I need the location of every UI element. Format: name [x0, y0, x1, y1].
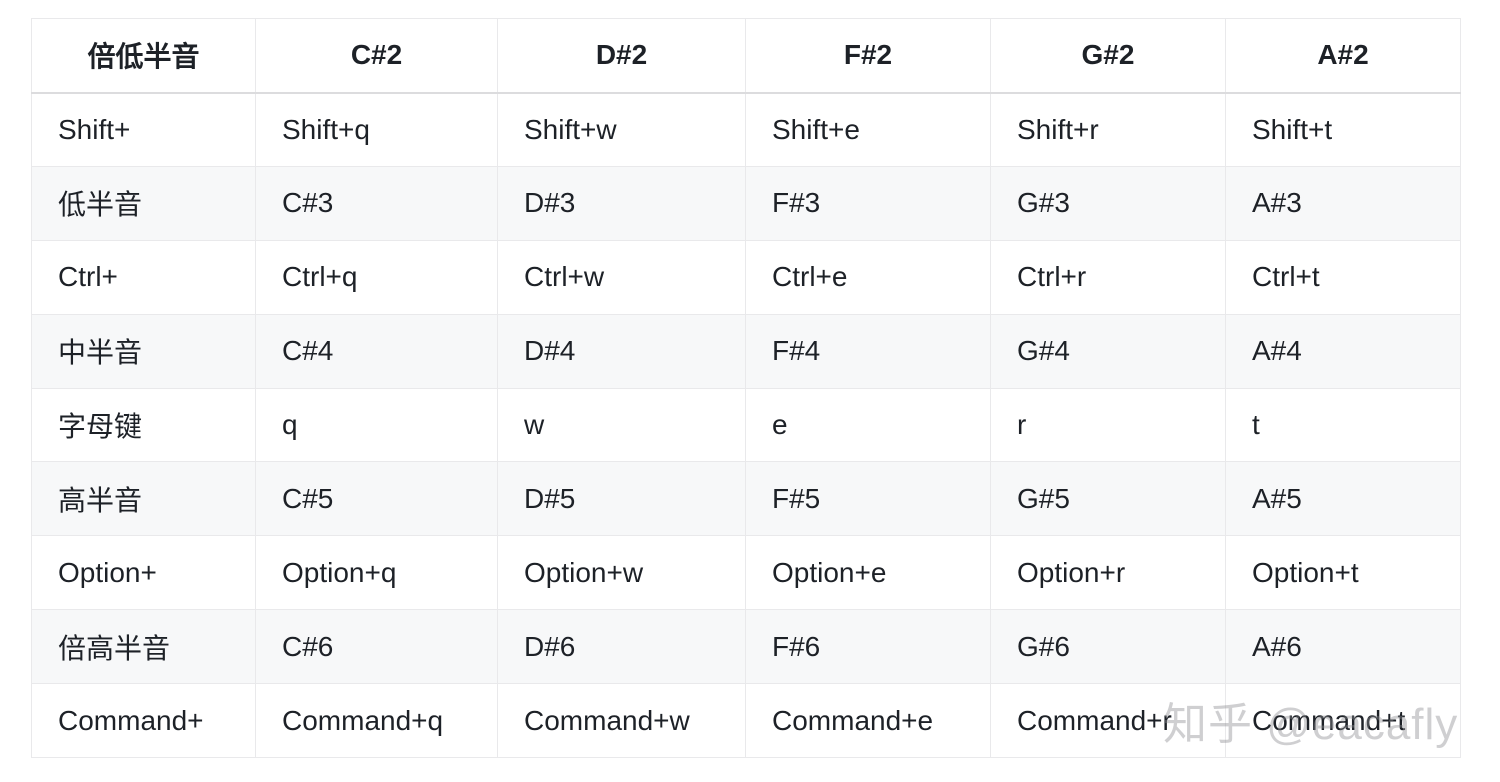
table-cell: D#6: [497, 609, 746, 685]
table-cell: Command+: [31, 683, 256, 759]
table-cell: Ctrl+r: [990, 239, 1226, 315]
table-cell: Ctrl+e: [745, 239, 991, 315]
table-cell: G#6: [990, 609, 1226, 685]
table-cell: t: [1225, 387, 1461, 463]
table-cell: Command+e: [745, 683, 991, 759]
table-cell: A#4: [1225, 313, 1461, 389]
table-cell: Ctrl+t: [1225, 239, 1461, 315]
table-row: Option+ Option+q Option+w Option+e Option+r O…: [31, 535, 1461, 611]
table-cell: A#6: [1225, 609, 1461, 685]
table-cell: w: [497, 387, 746, 463]
table-cell: 高半音: [31, 461, 256, 537]
table-cell: Option+r: [990, 535, 1226, 611]
table-cell: 字母键: [31, 387, 256, 463]
table-header-row: 倍低半音 C#2 D#2 F#2 G#2 A#2: [31, 18, 1461, 94]
table-row: 高半音 C#5 D#5 F#5 G#5 A#5: [31, 461, 1461, 537]
header-row: 倍低半音 C#2 D#2 F#2 G#2 A#2: [31, 18, 1461, 94]
table-cell: Shift+: [31, 92, 256, 167]
table-cell: Option+: [31, 535, 256, 611]
table-cell: 低半音: [31, 165, 256, 241]
column-header: C#2: [255, 18, 498, 94]
table-cell: Shift+r: [990, 92, 1226, 167]
table-cell: Shift+t: [1225, 92, 1461, 167]
table-cell: r: [990, 387, 1226, 463]
table-cell: F#5: [745, 461, 991, 537]
table-cell: Command+w: [497, 683, 746, 759]
table-row: 字母键 q w e r t: [31, 387, 1461, 463]
table-row: 中半音 C#4 D#4 F#4 G#4 A#4: [31, 313, 1461, 389]
table-cell: Option+t: [1225, 535, 1461, 611]
table-cell: F#4: [745, 313, 991, 389]
table-cell: Option+q: [255, 535, 498, 611]
table-body: Shift+ Shift+q Shift+w Shift+e Shift+r Shift+…: [31, 92, 1461, 759]
table-cell: C#3: [255, 165, 498, 241]
table-cell: D#4: [497, 313, 746, 389]
table-cell: Shift+q: [255, 92, 498, 167]
table-cell: C#6: [255, 609, 498, 685]
table-row: Shift+ Shift+q Shift+w Shift+e Shift+r Shift+…: [31, 92, 1461, 167]
table-cell: 中半音: [31, 313, 256, 389]
column-header: 倍低半音: [31, 18, 256, 94]
table-cell: C#5: [255, 461, 498, 537]
column-header: G#2: [990, 18, 1226, 94]
table-cell: D#5: [497, 461, 746, 537]
table-cell: C#4: [255, 313, 498, 389]
table-cell: D#3: [497, 165, 746, 241]
table-cell: F#6: [745, 609, 991, 685]
table-cell: e: [745, 387, 991, 463]
table-cell: Shift+e: [745, 92, 991, 167]
table-row: Command+ Command+q Command+w Command+e Comma…: [31, 683, 1461, 759]
table-cell: F#3: [745, 165, 991, 241]
table-cell: q: [255, 387, 498, 463]
column-header: A#2: [1225, 18, 1461, 94]
table-cell: Ctrl+: [31, 239, 256, 315]
table-cell: A#3: [1225, 165, 1461, 241]
column-header: D#2: [497, 18, 746, 94]
table-cell: 倍高半音: [31, 609, 256, 685]
table-cell: Option+w: [497, 535, 746, 611]
table-cell: Shift+w: [497, 92, 746, 167]
table-cell: G#3: [990, 165, 1226, 241]
shortcut-table: 倍低半音 C#2 D#2 F#2 G#2 A#2 Shift+ Shift+q Shift+w…: [31, 18, 1461, 759]
column-header: F#2: [745, 18, 991, 94]
table-cell: Option+e: [745, 535, 991, 611]
table-row: 倍高半音 C#6 D#6 F#6 G#6 A#6: [31, 609, 1461, 685]
table-row: 低半音 C#3 D#3 F#3 G#3 A#3: [31, 165, 1461, 241]
table-cell: Ctrl+q: [255, 239, 498, 315]
table-cell: G#5: [990, 461, 1226, 537]
table-cell: Command+r: [990, 683, 1226, 759]
table-cell: Ctrl+w: [497, 239, 746, 315]
shortcut-table-container: 倍低半音 C#2 D#2 F#2 G#2 A#2 Shift+ Shift+q Shift+w…: [31, 18, 1461, 759]
table-cell: Command+t: [1225, 683, 1461, 759]
table-cell: A#5: [1225, 461, 1461, 537]
table-row: Ctrl+ Ctrl+q Ctrl+w Ctrl+e Ctrl+r Ctrl+t: [31, 239, 1461, 315]
table-cell: G#4: [990, 313, 1226, 389]
table-cell: Command+q: [255, 683, 498, 759]
